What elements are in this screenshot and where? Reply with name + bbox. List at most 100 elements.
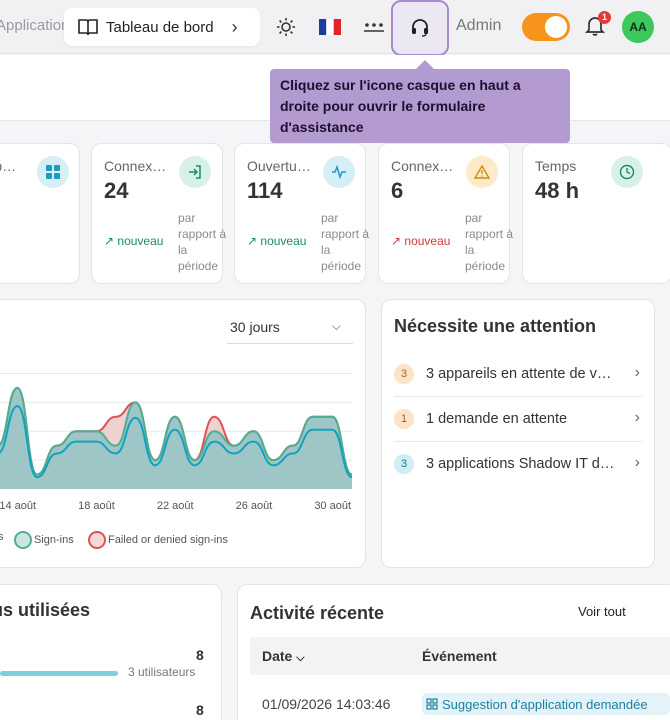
stat-trend-label: nouveau bbox=[404, 234, 451, 248]
top-apps-card bbox=[0, 584, 222, 720]
sort-chevron-icon: ⌵ bbox=[296, 652, 305, 664]
stat-title: Temps bbox=[535, 158, 577, 174]
app-usage-bar bbox=[0, 671, 118, 676]
login-arrow-icon bbox=[179, 156, 211, 188]
top-apps-title: Applications les plus utilisées bbox=[0, 600, 90, 620]
stat-trend: ↗ nouveau bbox=[247, 234, 307, 248]
divider bbox=[394, 396, 642, 397]
chevron-right-icon: › bbox=[634, 454, 640, 471]
france-flag-icon bbox=[319, 19, 341, 35]
avatar[interactable]: AA bbox=[622, 11, 654, 43]
breadcrumb-current-button[interactable]: Tableau de bord › bbox=[64, 8, 260, 46]
chevron-right-icon: › bbox=[634, 409, 640, 426]
stat-compare-text: par rapport à la période précédente bbox=[465, 211, 515, 276]
attention-label: 3 applications Shadow IT détectées bbox=[426, 456, 616, 472]
headset-icon bbox=[412, 19, 428, 37]
toggle-knob bbox=[545, 16, 567, 38]
series-area-sign-ins bbox=[0, 387, 352, 489]
period-select[interactable]: 30 jours ⌵ bbox=[227, 314, 353, 344]
stat-trend-label: nouveau bbox=[117, 234, 164, 248]
stat-value: 114 bbox=[247, 178, 283, 203]
legend-failed-sign-ins[interactable]: Failed or denied sign-ins bbox=[88, 531, 228, 549]
stat-card-connexions[interactable]: Connexions 24 par rapport à la période p… bbox=[91, 143, 228, 284]
grid-icon bbox=[37, 156, 69, 188]
x-tick-label: 22 août bbox=[156, 500, 194, 512]
attention-item[interactable]: 3 3 applications Shadow IT détectées › bbox=[394, 442, 642, 486]
sign-ins-chart bbox=[0, 372, 353, 489]
stat-title: Connexions bbox=[391, 158, 455, 174]
chevron-right-icon: › bbox=[231, 16, 238, 37]
stat-trend: ↗ nouveau bbox=[104, 234, 164, 248]
legend-sign-ins[interactable]: Sign-ins bbox=[14, 531, 74, 549]
period-select-value: 30 jours bbox=[230, 319, 280, 335]
chevron-right-icon: › bbox=[634, 364, 640, 381]
admin-mode-toggle[interactable] bbox=[522, 13, 570, 41]
app-usage-count: 8 bbox=[196, 702, 204, 718]
attention-label: 1 demande en attente bbox=[426, 411, 568, 427]
language-button[interactable] bbox=[317, 14, 343, 40]
x-tick-label: 18 août bbox=[78, 500, 115, 512]
top-apps-title-clip: Applications les plus utilisées bbox=[0, 600, 210, 624]
legend-swatch bbox=[88, 531, 106, 549]
stat-title: Connexions bbox=[104, 158, 168, 174]
series-line-sign-ins-inner bbox=[0, 405, 353, 479]
attention-count-badge: 3 bbox=[394, 454, 414, 474]
activity-event-label: Suggestion d'application demandée bbox=[442, 696, 648, 712]
column-header-event: Événement bbox=[422, 648, 497, 664]
stat-card-connexions-echouees[interactable]: Connexions 6 par rapport à la période pr… bbox=[378, 143, 515, 284]
x-tick-label: 14 août bbox=[0, 500, 37, 512]
stat-card-applications[interactable]: Applications bbox=[0, 143, 80, 284]
warning-icon bbox=[466, 156, 498, 188]
activity-date: 01/09/2026 14:03:46 bbox=[262, 696, 391, 712]
column-header-date-label: Date bbox=[262, 648, 293, 664]
stat-value: 48 h bbox=[535, 178, 580, 203]
legend-partial: s bbox=[0, 531, 4, 543]
stat-compare-text: par rapport à la période précédente bbox=[321, 211, 371, 276]
view-all-link[interactable]: Voir tout bbox=[578, 604, 626, 619]
support-headset-button[interactable] bbox=[391, 0, 449, 56]
legend-swatch bbox=[14, 531, 32, 549]
stat-card-ouvertures[interactable]: Ouvertures 114 par rapport à la période … bbox=[234, 143, 371, 284]
legend-partial-label: s bbox=[0, 531, 4, 543]
sun-icon bbox=[277, 18, 295, 36]
x-tick-label: 30 août bbox=[314, 500, 352, 512]
stat-card-temps[interactable]: Temps 48 h bbox=[522, 143, 670, 284]
divider bbox=[394, 441, 642, 442]
legend-label: Failed or denied sign-ins bbox=[108, 534, 228, 546]
notifications-button[interactable] bbox=[584, 14, 610, 40]
breadcrumb-previous[interactable]: Applications bbox=[0, 17, 77, 34]
apps-grid-icon bbox=[426, 698, 438, 710]
support-tooltip: Cliquez sur l'icone casque en haut a dro… bbox=[270, 60, 570, 143]
password-dots-icon bbox=[364, 23, 384, 32]
stat-title: Applications bbox=[0, 158, 23, 174]
app-usage-count: 8 bbox=[196, 647, 204, 663]
stat-compare-text: par rapport à la période précédente bbox=[178, 211, 228, 276]
book-icon bbox=[78, 19, 98, 36]
activity-table-header bbox=[250, 637, 670, 675]
activity-pulse-icon bbox=[323, 156, 355, 188]
attention-card bbox=[381, 299, 655, 568]
stat-value: 24 bbox=[104, 178, 129, 203]
breadcrumb-current-label: Tableau de bord bbox=[106, 18, 214, 36]
notification-count-badge: 1 bbox=[598, 11, 611, 24]
stat-title: Ouvertures bbox=[247, 158, 311, 174]
x-tick-label: 26 août bbox=[235, 500, 273, 512]
legend-label: Sign-ins bbox=[34, 534, 74, 546]
bell-icon bbox=[584, 17, 606, 36]
attention-item[interactable]: 1 1 demande en attente › bbox=[394, 397, 642, 441]
password-button[interactable] bbox=[361, 14, 387, 40]
activity-event-badge[interactable]: Suggestion d'application demandée bbox=[422, 693, 670, 715]
stat-trend-label: nouveau bbox=[260, 234, 307, 248]
stat-trend: ↗ nouveau bbox=[391, 234, 451, 248]
attention-label: 3 appareils en attente de validation bbox=[426, 366, 616, 382]
attention-title: Nécessite une attention bbox=[394, 316, 597, 336]
attention-count-badge: 1 bbox=[394, 409, 414, 429]
theme-toggle-button[interactable] bbox=[273, 14, 299, 40]
top-bar: Applications Tableau de bord › Admin 1 A… bbox=[0, 0, 670, 56]
chevron-down-icon: ⌵ bbox=[331, 319, 341, 333]
stat-value: 6 bbox=[391, 178, 404, 203]
attention-count-badge: 3 bbox=[394, 364, 414, 384]
user-role-label: Admin bbox=[456, 17, 502, 34]
attention-item[interactable]: 3 3 appareils en attente de validation › bbox=[394, 352, 642, 396]
column-header-date[interactable]: Date ⌵ bbox=[262, 648, 305, 665]
